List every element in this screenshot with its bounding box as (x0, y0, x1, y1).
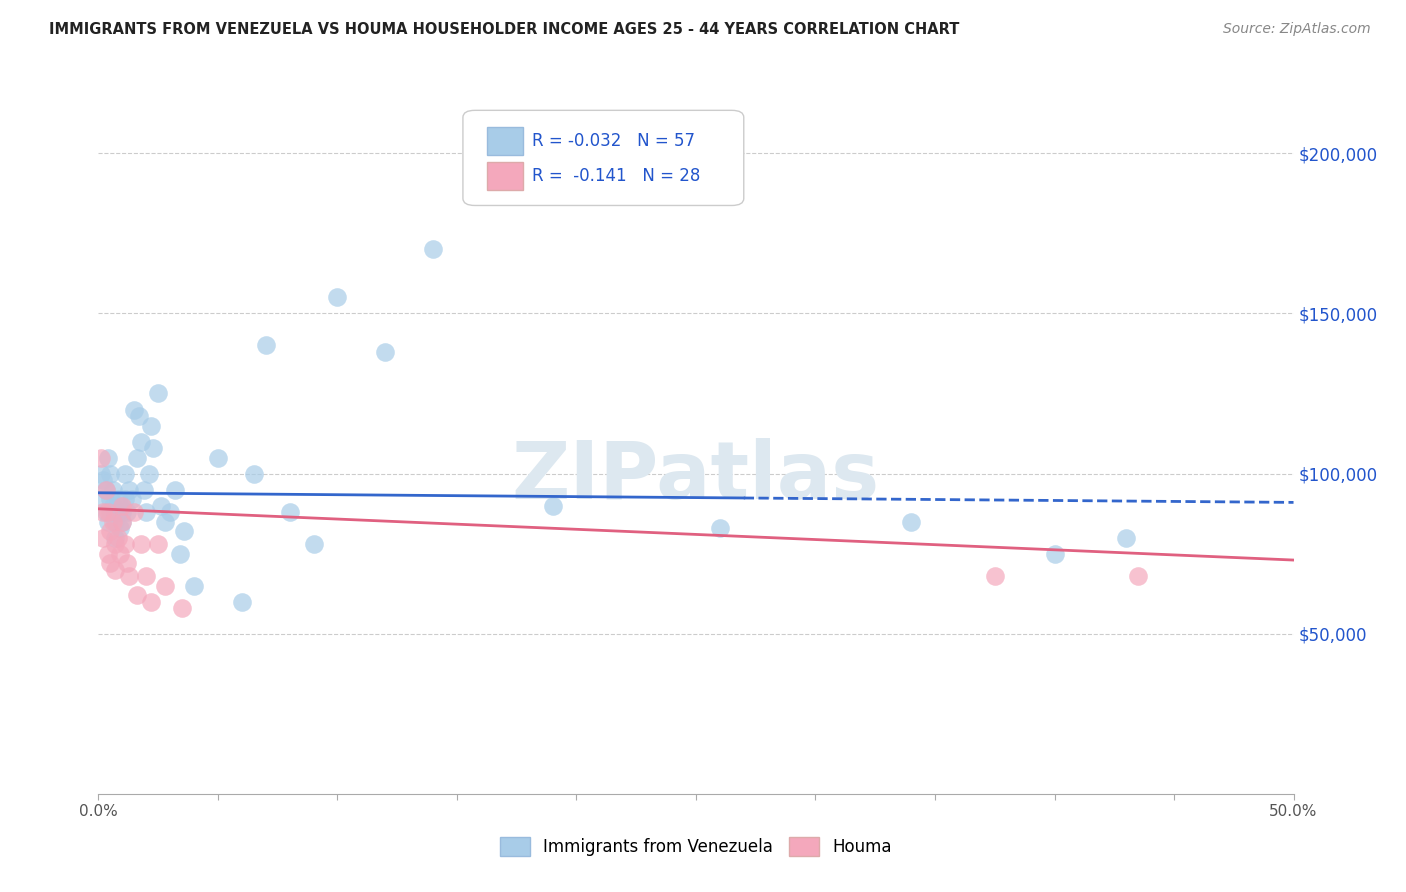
Point (243, 467, 266, 481)
Point (173, 524, 195, 539)
Point (900, 515, 922, 529)
Point (172, 601, 194, 615)
Point (107, 505, 129, 519)
Point (183, 579, 205, 593)
Point (169, 547, 191, 561)
Point (98, 524, 122, 539)
Point (98, 492, 122, 507)
Point (98, 505, 122, 519)
Point (231, 595, 253, 609)
Point (541, 499, 564, 513)
Point (155, 579, 177, 593)
Point (101, 515, 124, 529)
Point (148, 537, 170, 551)
Legend: Immigrants from Venezuela, Houma: Immigrants from Venezuela, Houma (494, 830, 898, 863)
Point (139, 595, 162, 609)
Point (111, 515, 134, 529)
Point (422, 243, 444, 257)
Text: R =  -0.141   N = 28: R = -0.141 N = 28 (533, 167, 700, 185)
FancyBboxPatch shape (486, 161, 523, 190)
Point (101, 483, 124, 497)
Text: ZIPatlas: ZIPatlas (512, 438, 880, 516)
Point (114, 537, 136, 551)
Point (125, 450, 148, 465)
Point (101, 499, 124, 513)
Point (374, 344, 396, 359)
Point (135, 569, 157, 583)
Point (91, 492, 114, 507)
Point (94, 483, 117, 497)
Point (98, 556, 122, 570)
Point (111, 499, 134, 513)
Point (91, 505, 114, 519)
Point (114, 492, 136, 507)
FancyBboxPatch shape (463, 111, 744, 205)
Point (91, 473, 114, 487)
Point (108, 521, 131, 535)
Point (114, 467, 136, 481)
Point (108, 499, 131, 513)
Point (107, 492, 129, 507)
Point (139, 418, 162, 433)
FancyBboxPatch shape (486, 127, 523, 154)
Point (142, 441, 165, 455)
Point (104, 515, 127, 529)
Point (302, 537, 325, 551)
Point (104, 563, 127, 577)
Point (131, 537, 153, 551)
Point (97, 515, 120, 529)
Point (104, 505, 127, 519)
Point (111, 505, 134, 519)
Point (107, 531, 129, 545)
Point (984, 569, 1007, 583)
Point (207, 450, 229, 465)
Point (124, 505, 146, 519)
Point (1128, 569, 1150, 583)
Point (1115, 531, 1137, 545)
Point (132, 483, 155, 497)
Point (278, 505, 301, 519)
Point (709, 521, 731, 535)
Point (118, 483, 141, 497)
Point (159, 505, 181, 519)
Point (90, 467, 112, 481)
Point (97, 547, 120, 561)
Point (97, 505, 120, 519)
Point (91, 531, 114, 545)
Point (155, 515, 177, 529)
Point (124, 402, 146, 417)
Point (97, 450, 120, 465)
Point (104, 537, 127, 551)
Point (128, 409, 150, 423)
Point (149, 499, 172, 513)
Point (125, 588, 148, 602)
Point (108, 547, 131, 561)
Point (111, 515, 134, 529)
Point (254, 338, 277, 352)
Text: IMMIGRANTS FROM VENEZUELA VS HOUMA HOUSEHOLDER INCOME AGES 25 - 44 YEARS CORRELA: IMMIGRANTS FROM VENEZUELA VS HOUMA HOUSE… (49, 22, 959, 37)
Point (131, 434, 153, 449)
Point (94, 505, 117, 519)
Point (94, 483, 117, 497)
Point (115, 556, 138, 570)
Point (163, 483, 186, 497)
Text: Source: ZipAtlas.com: Source: ZipAtlas.com (1223, 22, 1371, 37)
Point (121, 492, 143, 507)
Point (135, 505, 157, 519)
Point (138, 467, 160, 481)
Point (326, 290, 349, 304)
Point (1043, 547, 1066, 561)
Point (90, 450, 112, 465)
Point (104, 531, 127, 545)
Point (118, 569, 141, 583)
Point (115, 505, 138, 519)
Text: R = -0.032   N = 57: R = -0.032 N = 57 (533, 132, 695, 150)
Point (98, 467, 122, 481)
Point (148, 386, 170, 401)
